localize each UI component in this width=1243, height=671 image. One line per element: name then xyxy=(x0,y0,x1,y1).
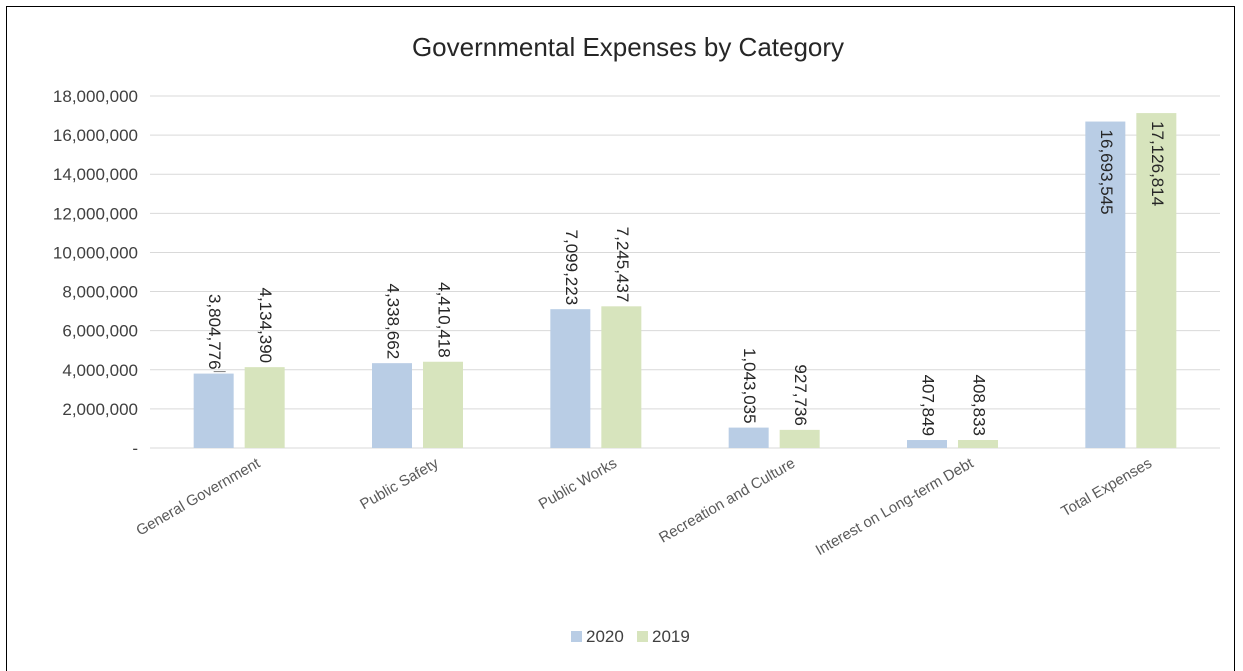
legend-label: 2020 xyxy=(586,627,624,646)
y-tick-label: 16,000,000 xyxy=(53,126,138,145)
legend-swatch xyxy=(637,631,648,642)
bar-2019 xyxy=(958,440,998,448)
gridlines xyxy=(150,95,1220,449)
bar-2020 xyxy=(907,440,947,448)
legend: 2020 2019 xyxy=(571,627,690,646)
data-label: 3,804,776 xyxy=(205,294,224,370)
y-tick-label: - xyxy=(132,439,138,458)
bar-2020 xyxy=(1085,121,1126,448)
legend-label: 2019 xyxy=(652,627,690,646)
legend-swatch xyxy=(571,631,582,642)
data-label: 407,849 xyxy=(919,375,938,436)
bar-2019 xyxy=(779,429,820,448)
data-label: 7,099,223 xyxy=(562,230,581,306)
y-axis-ticks: - 2,000,000 4,000,000 6,000,000 8,000,000 10,… xyxy=(53,87,138,458)
y-tick-label: 18,000,000 xyxy=(53,87,138,106)
data-label: 17,126,814 xyxy=(1148,121,1167,206)
data-label: 4,134,390 xyxy=(256,288,275,364)
y-tick-label: 4,000,000 xyxy=(62,361,138,380)
data-label: 927,736 xyxy=(791,364,810,425)
data-label: 4,410,418 xyxy=(435,282,454,358)
y-tick-label: 14,000,000 xyxy=(53,165,138,184)
bar-2020 xyxy=(372,363,412,448)
chart-title: Governmental Expenses by Category xyxy=(412,32,844,62)
y-tick-label: 2,000,000 xyxy=(62,400,138,419)
bar-2019 xyxy=(601,306,642,448)
x-tick-label: Public Works xyxy=(536,455,620,513)
x-axis-ticks: General Government Public Safety Public Wo… xyxy=(133,454,1154,559)
bar-2019 xyxy=(1136,113,1177,449)
data-label: 7,245,437 xyxy=(613,227,632,303)
y-tick-label: 8,000,000 xyxy=(62,283,138,302)
y-tick-label: 6,000,000 xyxy=(62,322,138,341)
data-label: 408,833 xyxy=(970,375,989,436)
x-tick-label: Recreation and Culture xyxy=(656,455,798,547)
bar-2019 xyxy=(244,367,285,448)
bar-2020 xyxy=(193,373,234,448)
x-tick-label: Total Expenses xyxy=(1058,455,1155,521)
x-tick-label: General Government xyxy=(133,454,264,539)
x-tick-label: Interest on Long-term Debt xyxy=(813,454,977,559)
data-labels: 3,804,776 4,134,390 4,338,662 4,410,418 7,09… xyxy=(205,121,1167,436)
bar-2020 xyxy=(550,309,591,448)
x-tick-label: Public Safety xyxy=(357,454,442,513)
data-label: 1,043,035 xyxy=(740,348,759,424)
data-label: 16,693,545 xyxy=(1097,130,1116,215)
bar-2020 xyxy=(728,427,769,448)
chart-frame xyxy=(6,6,1235,671)
data-label: 4,338,662 xyxy=(384,284,403,360)
bar-2019 xyxy=(423,361,463,448)
y-tick-label: 10,000,000 xyxy=(53,243,138,262)
bars xyxy=(193,113,1177,449)
y-tick-label: 12,000,000 xyxy=(53,204,138,223)
